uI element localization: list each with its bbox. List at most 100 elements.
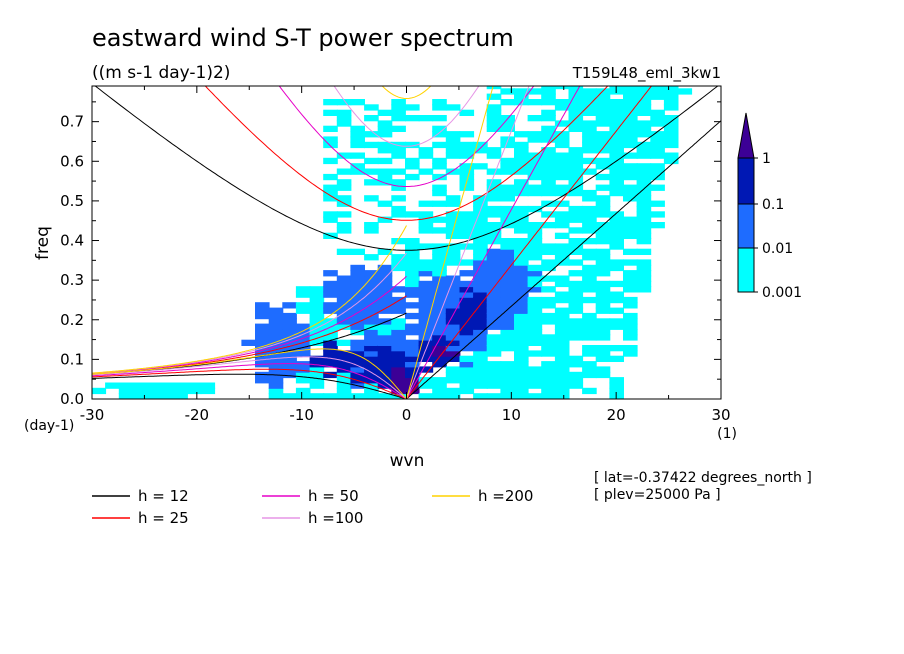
dispersion-curve-4 <box>92 225 407 374</box>
spectrum-cell <box>323 334 338 341</box>
spectrum-cell <box>405 339 420 346</box>
spectrum-cell <box>255 334 270 341</box>
spectrum-cell <box>473 232 488 239</box>
plev-info: [ plev=25000 Pa ] <box>594 487 721 503</box>
spectrum-cell <box>514 339 529 346</box>
spectrum-cell <box>255 350 270 357</box>
spectrum-cell <box>486 393 502 399</box>
spectrum-cell <box>486 232 502 239</box>
spectrum-cell <box>350 264 365 272</box>
spectrum-cell <box>323 141 338 149</box>
spectrum-cell <box>595 93 611 100</box>
spectrum-cell <box>609 259 624 266</box>
spectrum-cell <box>582 136 597 143</box>
spectrum-cell <box>323 99 338 106</box>
spectrum-cell <box>405 350 420 357</box>
spectrum-cell <box>418 382 434 389</box>
spectrum-cell <box>459 361 475 368</box>
spectrum-cell <box>432 355 447 362</box>
spectrum-cell <box>554 345 570 352</box>
spectrum-cell <box>500 339 515 346</box>
spectrum-cell <box>282 393 297 399</box>
spectrum-cell <box>554 350 570 357</box>
spectrum-cell <box>405 312 420 320</box>
spectrum-cell <box>350 318 365 325</box>
spectrum-cell <box>663 152 679 159</box>
spectrum-cell <box>445 147 461 154</box>
spectrum-cell <box>568 120 584 127</box>
spectrum-cell <box>609 86 624 90</box>
spectrum-cell <box>500 366 515 373</box>
spectrum-cell <box>636 109 652 116</box>
spectrum-cell <box>541 382 556 389</box>
spectrum-cell <box>486 195 502 202</box>
plot-area <box>91 85 722 400</box>
spectrum-cell <box>609 152 624 159</box>
spectrum-cell <box>500 211 515 218</box>
spectrum-cell <box>636 216 652 223</box>
spectrum-cell <box>350 323 365 330</box>
dispersion-curve-4 <box>406 86 494 399</box>
colorbar-label: 0.1 <box>762 197 784 213</box>
spectrum-cell <box>486 366 502 373</box>
spectrum-cell <box>295 291 311 298</box>
spectrum-cell <box>595 307 611 314</box>
spectrum-cell <box>432 157 447 165</box>
spectrum-cell <box>309 296 325 304</box>
spectrum-cell <box>445 291 461 298</box>
dispersion-curve-4 <box>92 348 407 399</box>
spectrum-cell <box>405 280 420 288</box>
spectrum-cell <box>336 184 352 191</box>
spectrum-cell <box>405 371 420 379</box>
spectrum-cell <box>527 189 543 197</box>
spectrum-cell <box>527 334 543 341</box>
spectrum-cell <box>514 243 529 250</box>
spectrum-cell <box>663 141 679 149</box>
spectrum-cell <box>459 259 475 266</box>
spectrum-cell <box>582 157 597 165</box>
spectrum-cell <box>568 318 584 325</box>
spectrum-cell <box>636 259 652 266</box>
spectrum-cell <box>554 291 570 298</box>
spectrum-cell <box>405 355 420 362</box>
spectrum-cell <box>527 227 543 234</box>
colorbar-label: 1 <box>762 151 771 167</box>
spectrum-cell <box>527 302 543 309</box>
spectrum-cell <box>541 168 556 175</box>
spectrum-cell <box>582 366 597 373</box>
spectrum-cell <box>364 270 379 277</box>
spectrum-cell <box>377 393 393 399</box>
spectrum-cell <box>554 232 570 239</box>
spectrum-cell <box>568 152 584 159</box>
dispersion-curve-0 <box>92 373 407 399</box>
spectrum-cell <box>473 243 488 250</box>
spectrum-cell <box>514 334 529 341</box>
spectrum-cell <box>568 86 584 90</box>
spectrum-cell <box>391 264 406 272</box>
spectrum-cell <box>473 371 488 379</box>
spectrum-cell <box>418 339 434 346</box>
colorbar-segment <box>737 157 755 205</box>
spectrum-cell <box>595 163 611 170</box>
dispersion-curve-2 <box>278 86 535 187</box>
spectrum-cell <box>636 168 652 175</box>
spectrum-cell <box>92 387 107 395</box>
spectrum-cell <box>595 318 611 325</box>
spectrum-cell <box>623 189 638 197</box>
spectrum-cell <box>323 173 338 181</box>
spectrum-cell <box>500 189 515 197</box>
spectrum-cell <box>609 88 624 95</box>
spectrum-cell <box>323 361 338 368</box>
spectrum-cell <box>391 168 406 175</box>
spectrum-cell <box>541 99 556 106</box>
spectrum-cell <box>486 86 502 90</box>
spectrum-cell <box>473 307 488 314</box>
spectrum-cell <box>336 361 352 368</box>
spectrum-cell <box>255 323 270 330</box>
spectrum-cell <box>445 195 461 202</box>
spectrum-cell <box>636 264 652 272</box>
spectrum-cell <box>554 216 570 223</box>
spectrum-cell <box>364 286 379 293</box>
spectrum-cell <box>595 323 611 330</box>
spectrum-cell <box>405 211 420 218</box>
